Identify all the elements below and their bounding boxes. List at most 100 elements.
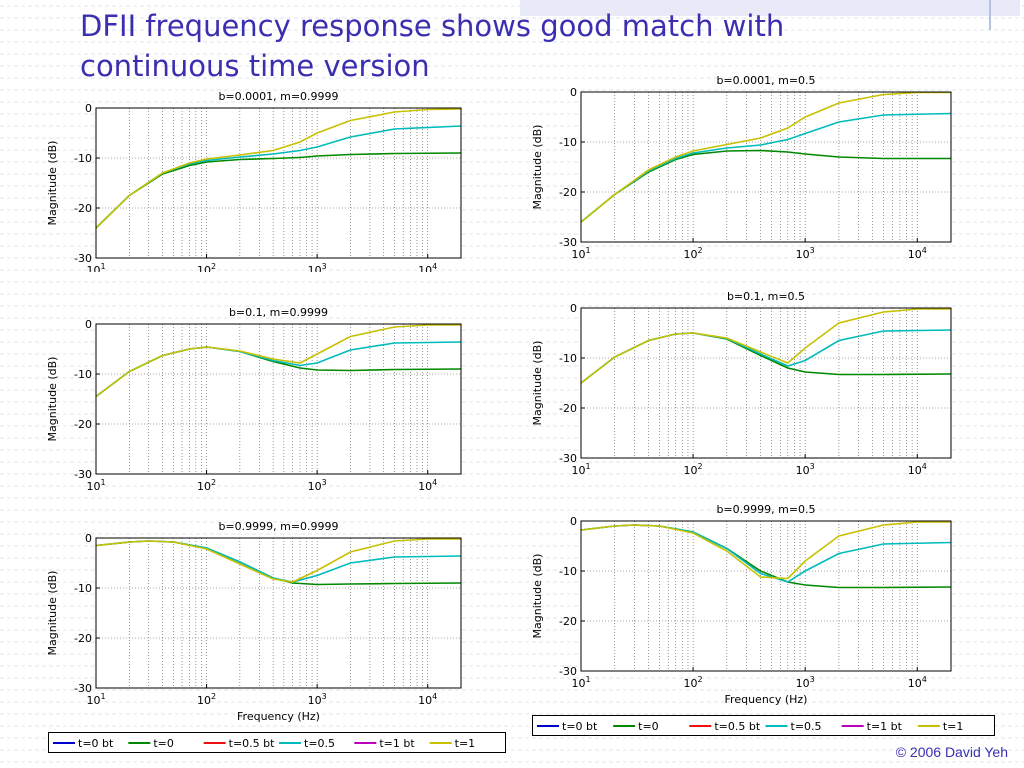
x-tick-label: 103 [796,462,815,477]
y-tick-label: 0 [85,532,92,545]
x-tick-label: 101 [571,675,590,690]
y-tick-label: 0 [570,302,577,315]
series-line-t1 [95,324,461,398]
x-tick-label: 102 [197,262,216,272]
x-tick-exponent: 2 [698,246,703,255]
y-tick-label: -10 [559,352,577,365]
chart-title: b=0.0001, m=0.9999 [218,90,338,103]
x-tick-label: 101 [86,262,105,272]
x-tick-label: 103 [308,478,327,493]
x-tick-label: 102 [684,462,703,477]
y-axis-label: Magnitude (dB) [46,571,59,656]
plot-frame [95,107,462,259]
y-tick-label: -10 [74,368,92,381]
legend-label-t1bt: t=1 bt [867,720,903,733]
legend-label-t05: t=0.5 [791,720,822,733]
legend-label-t05bt: t=0.5 bt [229,737,276,750]
chart-title: b=0.1, m=0.5 [727,290,805,303]
x-tick-exponent: 4 [432,262,437,271]
x-tick-label: 104 [908,462,927,477]
legend-bottom-left: t=0 bt t=0 t=0.5 bt t=0.5 t=1 bt t=1 [48,732,506,753]
plot-area [96,108,461,258]
x-tick-exponent: 4 [432,692,437,701]
x-tick-exponent: 4 [922,246,927,255]
x-tick-label: 101 [86,692,105,707]
x-tick-label: 104 [908,675,927,690]
legend-bottom-right: t=0 bt t=0 t=0.5 bt t=0.5 t=1 bt t=1 [532,715,995,736]
x-tick-exponent: 2 [698,675,703,684]
y-tick-label: -20 [74,632,92,645]
x-tick-label: 102 [197,478,216,493]
x-tick-label: 101 [86,478,105,493]
y-tick-label: -20 [559,615,577,628]
legend-label-t0: t=0 [638,720,659,733]
plot-frame [580,91,952,243]
y-tick-label: -30 [74,252,92,265]
x-tick-exponent: 4 [432,478,437,487]
x-tick-label: 102 [684,246,703,261]
x-tick-exponent: 1 [100,262,105,271]
x-tick-exponent: 1 [100,692,105,701]
x-tick-label: 103 [796,246,815,261]
series-line-t1 [580,308,951,384]
series-line-t1 [580,521,951,580]
y-axis-label: Magnitude (dB) [46,357,59,442]
x-tick-exponent: 3 [810,246,815,255]
y-axis-label: Magnitude (dB) [531,341,544,426]
x-tick-exponent: 3 [810,462,815,471]
series-line-t1 [95,538,461,583]
y-tick-label: -10 [74,582,92,595]
x-tick-exponent: 3 [322,262,327,271]
x-tick-exponent: 1 [100,478,105,487]
y-tick-label: -20 [74,418,92,431]
plot-area [96,538,461,688]
plot-area [581,308,951,458]
x-tick-exponent: 2 [211,478,216,487]
y-tick-label: -20 [559,186,577,199]
plot-frame [580,307,952,459]
y-tick-label: 0 [85,102,92,115]
y-tick-label: -30 [559,665,577,678]
series-line-t1 [580,91,951,223]
x-tick-label: 104 [908,246,927,261]
chart-title: b=0.0001, m=0.5 [716,74,815,87]
bg-band [520,0,1020,16]
plot-frame [580,520,952,672]
legend-label-t0bt: t=0 bt [562,720,598,733]
x-tick-label: 101 [571,246,590,261]
plot-frame [95,323,462,475]
legend-label-t05: t=0.5 [304,737,335,750]
legend-label-t1: t=1 [455,737,476,750]
chart-title: b=0.1, m=0.9999 [229,306,328,319]
x-tick-label: 101 [571,462,590,477]
x-tick-exponent: 3 [322,478,327,487]
x-tick-exponent: 1 [585,246,590,255]
y-tick-label: -10 [74,152,92,165]
x-tick-label: 103 [796,675,815,690]
y-tick-label: -20 [559,402,577,415]
chart-title: b=0.9999, m=0.5 [716,503,815,516]
legend-label-t0bt: t=0 bt [78,737,114,750]
x-tick-exponent: 3 [322,692,327,701]
x-tick-exponent: 2 [211,262,216,271]
y-tick-label: -20 [74,202,92,215]
x-tick-label: 102 [197,692,216,707]
x-axis-label: Frequency (Hz) [237,710,320,723]
copyright-credit: © 2006 David Yeh [895,744,1008,760]
x-tick-exponent: 2 [211,692,216,701]
series-line-t1 [95,108,462,229]
legend-frame [532,715,995,736]
y-tick-label: -30 [74,682,92,695]
x-tick-label: 104 [418,478,437,493]
y-tick-label: -10 [559,565,577,578]
legend-frame [48,732,506,753]
x-tick-exponent: 2 [698,462,703,471]
x-tick-label: 104 [418,262,437,272]
slide-title: DFII frequency response shows good match… [80,9,785,83]
x-tick-label: 103 [308,692,327,707]
x-tick-exponent: 1 [585,675,590,684]
